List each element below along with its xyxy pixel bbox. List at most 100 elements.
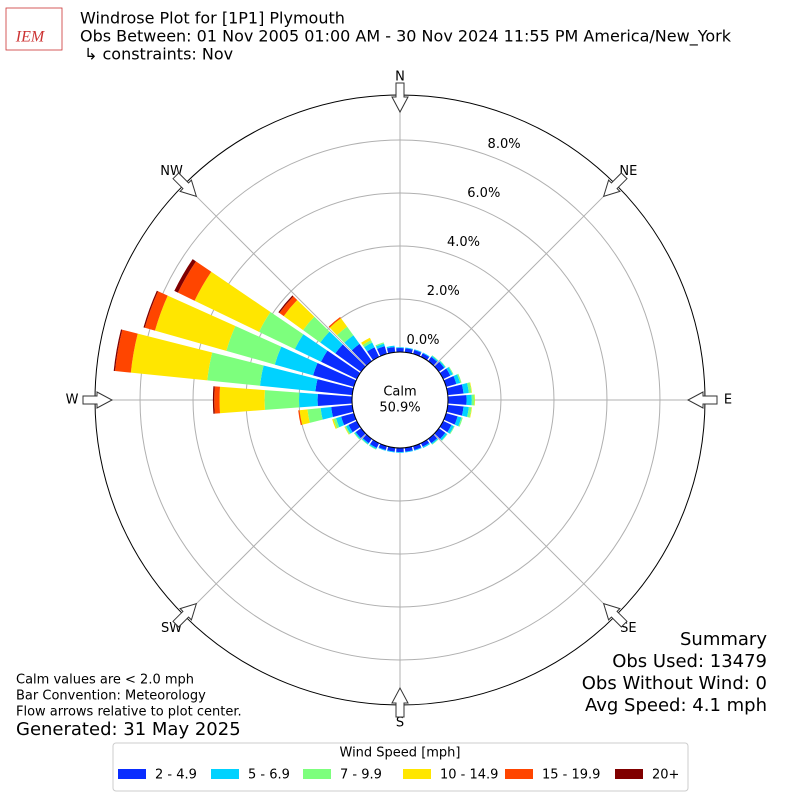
- wind-bar: [375, 342, 385, 347]
- legend-title: Wind Speed [mph]: [340, 746, 461, 761]
- flow-arrow: [391, 686, 409, 718]
- legend-label: 10 - 14.9: [440, 768, 498, 783]
- flow-arrow-shape: [391, 686, 409, 718]
- summary-line: Avg Speed: 4.1 mph: [585, 695, 767, 716]
- radial-tick-label: 2.0%: [427, 284, 460, 299]
- wind-bar: [274, 346, 318, 376]
- constraints: ↳ constraints: Nov: [84, 45, 233, 64]
- wind-bar: [321, 350, 361, 380]
- legend-label: 2 - 4.9: [155, 768, 197, 783]
- wind-bar: [361, 438, 369, 445]
- radial-tick-label: 0.0%: [406, 333, 439, 348]
- compass-label: S: [396, 716, 404, 731]
- calm-circle: [351, 351, 449, 449]
- flow-arrow-shape: [391, 82, 409, 114]
- wind-bar: [130, 333, 213, 381]
- flow-arrow-shape: [172, 172, 198, 198]
- wind-bar: [446, 384, 464, 396]
- wind-bar: [369, 444, 377, 450]
- wind-bar: [446, 404, 464, 416]
- wind-bar: [264, 390, 300, 410]
- wind-bar: [346, 424, 353, 434]
- wind-bar: [194, 271, 271, 332]
- wind-bar: [341, 413, 357, 426]
- wind-bar: [467, 382, 472, 394]
- wind-bar: [344, 426, 350, 435]
- wind-bar: [420, 439, 430, 447]
- legend-label: 7 - 9.9: [340, 768, 382, 783]
- wind-bar: [446, 367, 453, 376]
- wind-bar: [378, 443, 387, 451]
- wind-bar: [448, 366, 454, 375]
- wind-bar: [219, 386, 265, 414]
- flow-arrow-shape: [172, 602, 198, 628]
- flow-arrow-shape: [82, 391, 114, 409]
- wind-bar: [414, 349, 422, 353]
- wind-bar: [396, 447, 404, 452]
- wind-bar: [469, 407, 473, 418]
- wind-bar: [259, 365, 318, 392]
- wind-bar: [278, 295, 294, 314]
- flow-arrow-shape: [602, 172, 628, 198]
- spoke: [183, 183, 367, 367]
- flow-arrow-shape: [686, 391, 718, 409]
- legend-swatch: [303, 769, 331, 779]
- wind-bar: [336, 326, 354, 343]
- note: Flow arrows relative to plot center.: [16, 705, 242, 720]
- summary-line: Obs Used: 13479: [612, 651, 767, 672]
- legend-swatch: [211, 769, 239, 779]
- logo-frame: [5, 7, 63, 51]
- wind-bar: [396, 348, 404, 353]
- wind-bar: [396, 451, 404, 453]
- wind-bar: [299, 392, 318, 408]
- wind-bar: [457, 373, 462, 383]
- wind-bar: [348, 420, 361, 433]
- wind-bar: [299, 409, 310, 425]
- wind-bar: [413, 349, 422, 357]
- wind-bar: [405, 450, 413, 453]
- wind-bar: [453, 374, 461, 385]
- calm-value: 50.9%: [379, 401, 420, 416]
- wind-bar: [344, 426, 351, 435]
- wind-bar: [440, 360, 446, 368]
- wind-bar: [370, 439, 380, 448]
- generated: Generated: 31 May 2025: [16, 719, 241, 740]
- wind-bar: [214, 386, 221, 414]
- spoke: [183, 433, 367, 617]
- wind-bar: [386, 346, 396, 354]
- flow-arrow: [602, 602, 628, 628]
- wind-bar: [298, 410, 303, 426]
- wind-bar: [454, 416, 462, 427]
- wind-bar: [368, 445, 377, 450]
- wind-bar: [351, 343, 372, 366]
- wind-bar: [335, 344, 366, 372]
- legend-box: [112, 742, 689, 792]
- legend-label: 15 - 19.9: [542, 768, 600, 783]
- wind-bar: [303, 316, 330, 343]
- radial-tick-label: 6.0%: [467, 186, 500, 201]
- wind-bar: [294, 334, 328, 362]
- compass-label: W: [66, 393, 79, 408]
- wind-bar: [375, 343, 385, 349]
- wind-bar: [431, 439, 439, 445]
- wind-bar: [361, 337, 372, 345]
- chart-subtitle: Obs Between: 01 Nov 2005 01:00 AM - 30 N…: [80, 27, 732, 47]
- legend-swatch: [403, 769, 431, 779]
- wind-bar: [449, 426, 455, 435]
- legend-swatch: [615, 769, 643, 779]
- wind-bar: [386, 345, 395, 349]
- wind-bar: [315, 379, 354, 396]
- wind-bar: [434, 361, 445, 372]
- wind-bar: [378, 447, 386, 451]
- wind-bar: [447, 424, 454, 434]
- wind-bar: [439, 420, 452, 433]
- wind-bar: [387, 450, 395, 453]
- wind-bar: [329, 318, 348, 336]
- wind-bar: [174, 259, 196, 293]
- wind-bar: [354, 431, 361, 440]
- legend-label: 20+: [652, 768, 679, 783]
- wind-bar: [414, 447, 422, 451]
- wind-bar: [461, 383, 469, 394]
- compass-label: E: [724, 393, 732, 408]
- flow-arrow: [602, 172, 628, 198]
